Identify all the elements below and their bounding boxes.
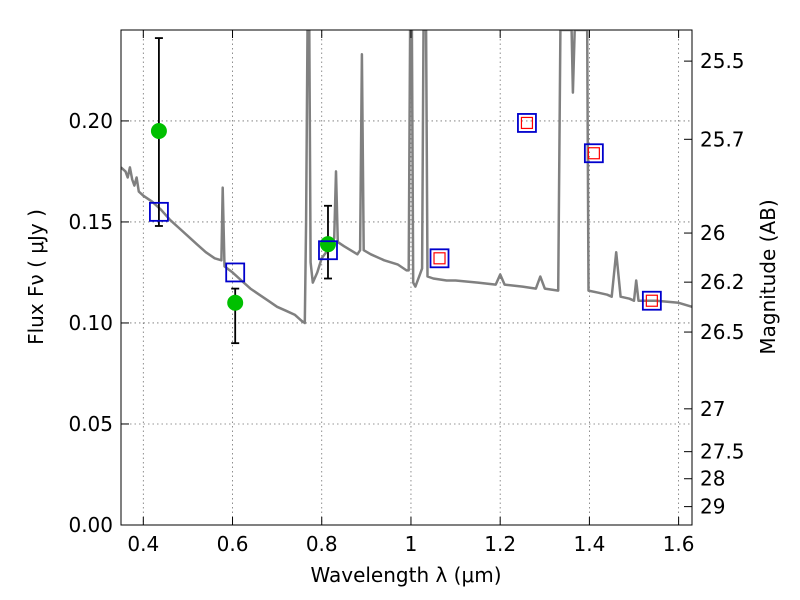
model-photometry-inner-square [520, 116, 534, 130]
y2-tick-label: 27.5 [700, 440, 745, 464]
spectrum-line [121, 30, 692, 325]
model-photometry-inner-square [433, 252, 446, 265]
model-photometry-square [641, 290, 662, 311]
marker-layer [149, 37, 662, 345]
x-tick-label: 1 [405, 532, 418, 556]
y2-axis-label: Magnitude (AB) [756, 199, 780, 354]
x-tick-label: 1.6 [663, 532, 695, 556]
y2-tick-label: 26.2 [700, 270, 745, 294]
x-tick-label: 0.6 [217, 532, 249, 556]
y2-tick-label: 27 [700, 397, 725, 421]
x-tick-label: 0.8 [306, 532, 338, 556]
model-photometry-square [517, 113, 537, 133]
model-photometry-inner-square [587, 147, 600, 160]
model-photometry-square [318, 240, 338, 261]
y-axis-label: Flux Fν ( μJy ) [24, 209, 48, 345]
observed-point [227, 294, 244, 311]
x-tick-label: 1.2 [484, 532, 516, 556]
y-tick-label: 0.05 [68, 412, 113, 436]
y2-tick-label: 25.7 [700, 127, 745, 151]
y-tick-label: 0.10 [68, 311, 113, 335]
observed-point [319, 236, 336, 253]
model-photometry-square [149, 201, 169, 222]
y-tick-label: 0.15 [68, 210, 113, 234]
model-photometry-square [583, 143, 604, 164]
x-axis-label: Wavelength λ (μm) [310, 563, 501, 587]
y2-tick-label: 26.5 [700, 320, 745, 344]
y2-tick-label: 29 [700, 495, 725, 519]
axis-layer: 0.4 0.6 0.8 1 1.2 1.4 1.6 0.00 0.05 0.10 0.15 0.20 2… [68, 30, 745, 556]
observed-point [150, 123, 167, 140]
model-photometry-square [225, 262, 246, 283]
x-tick-label: 1.4 [573, 532, 605, 556]
y2-tick-label: 28 [700, 467, 725, 491]
data-layer [121, 30, 692, 325]
y2-tick-label: 25.5 [700, 49, 745, 73]
y2-tick-label: 26 [700, 221, 725, 245]
y-tick-label: 0.20 [68, 109, 113, 133]
x-tick-label: 0.4 [127, 532, 159, 556]
y-tick-label: 0.00 [68, 513, 113, 537]
plot-frame [120, 29, 693, 526]
model-photometry-inner-square [645, 294, 658, 307]
model-photometry-square [429, 248, 450, 269]
